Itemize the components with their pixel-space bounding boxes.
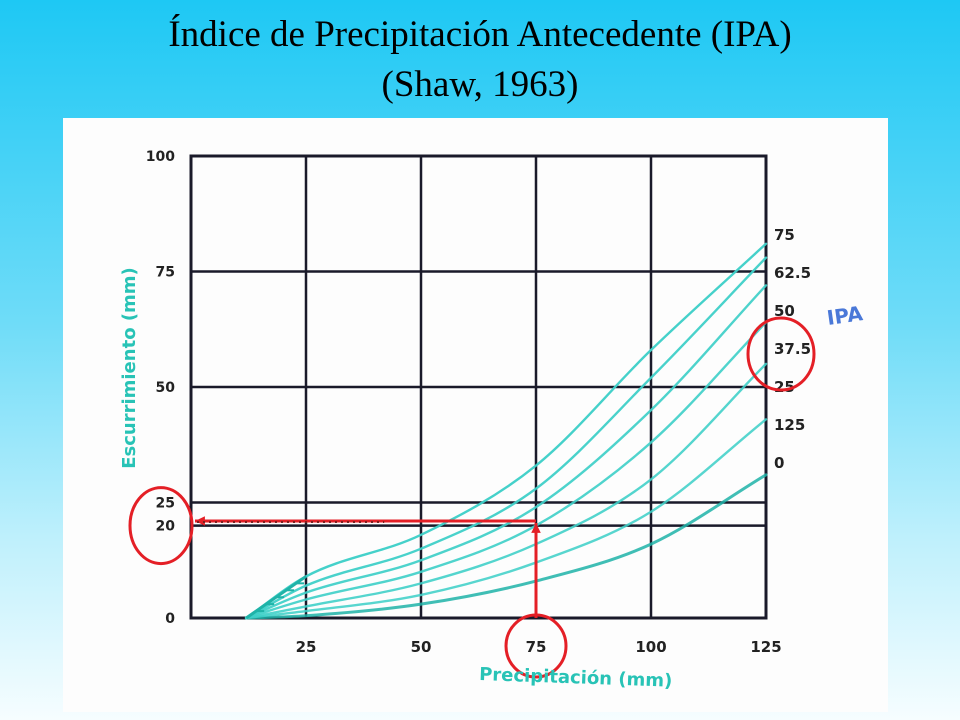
chart-svg: 25 50 75 100 125 0 20 25 50 75 100 75 62.5 50 37.5 25 1… xyxy=(119,149,865,692)
y-tick-label: 0 xyxy=(165,611,175,627)
series-label-75: 75 xyxy=(774,226,795,244)
series-label-125: 125 xyxy=(774,416,805,434)
x-tick-label: 25 xyxy=(296,638,317,656)
series-curve-62-5 xyxy=(245,256,768,620)
legend-title-ipa: IPA xyxy=(825,301,864,330)
x-tick-label: 75 xyxy=(526,638,547,656)
series-labels: 75 62.5 50 37.5 25 125 0 xyxy=(774,226,811,472)
x-tick-label: 125 xyxy=(750,638,781,656)
slide-title: Índice de Precipitación Antecedente (IPA… xyxy=(0,10,960,110)
curves xyxy=(244,242,768,620)
y-tick-label: 100 xyxy=(146,149,175,165)
circle-y-20 xyxy=(128,486,194,566)
chart-panel: 25 50 75 100 125 0 20 25 50 75 100 75 62.5 50 37.5 25 1… xyxy=(63,118,888,712)
series-label-37-5: 37.5 xyxy=(774,340,811,358)
circle-x-75 xyxy=(504,613,568,679)
series-curve-0 xyxy=(244,473,768,620)
y-tick-label: 75 xyxy=(156,265,175,281)
series-curve-25 xyxy=(245,362,768,620)
y-tick-label: 50 xyxy=(156,380,176,396)
x-tick-label: 50 xyxy=(411,638,432,656)
series-label-25: 25 xyxy=(774,378,795,396)
tick-labels: 25 50 75 100 125 0 20 25 50 75 100 xyxy=(146,149,782,656)
series-curve-125 xyxy=(245,418,768,620)
y-axis-label: Escurrimiento (mm) xyxy=(119,267,140,469)
y-tick-label: 25 xyxy=(156,496,175,512)
slide-title-line-2: (Shaw, 1963) xyxy=(381,64,579,105)
circle-ipa-25 xyxy=(746,316,816,392)
series-label-62-5: 62.5 xyxy=(774,264,811,282)
series-curve-75 xyxy=(245,242,768,620)
series-label-0: 0 xyxy=(774,454,784,472)
x-tick-label: 100 xyxy=(635,638,666,656)
x-axis-label: Precipitación (mm) xyxy=(479,664,673,692)
series-label-50: 50 xyxy=(774,302,795,320)
y-tick-label: 20 xyxy=(156,519,176,535)
series-curve-37-5 xyxy=(245,321,768,620)
arrow-head xyxy=(195,516,205,526)
grid xyxy=(189,154,768,620)
slide-title-line-1: Índice de Precipitación Antecedente (IPA… xyxy=(168,14,792,55)
annotations xyxy=(128,316,816,679)
arrow-head xyxy=(531,522,541,533)
